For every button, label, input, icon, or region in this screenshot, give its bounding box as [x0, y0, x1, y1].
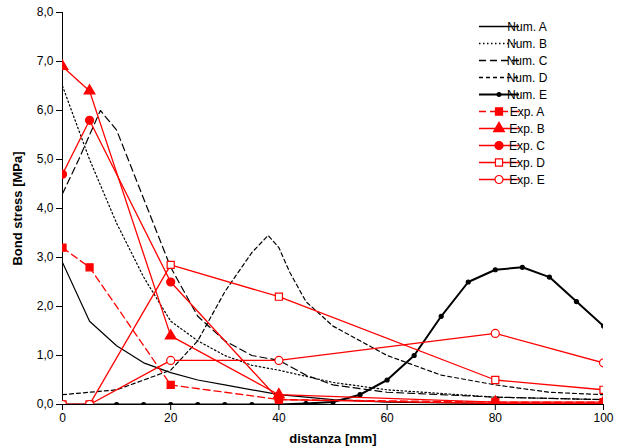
- svg-text:5,0: 5,0: [37, 152, 54, 166]
- svg-text:20: 20: [164, 411, 178, 425]
- svg-text:Num. E: Num. E: [507, 88, 547, 102]
- svg-text:0,0: 0,0: [37, 397, 54, 411]
- svg-text:8,0: 8,0: [37, 5, 54, 19]
- svg-text:Exp. C: Exp. C: [509, 139, 545, 153]
- svg-text:0: 0: [59, 411, 66, 425]
- svg-text:Num. A: Num. A: [507, 20, 546, 34]
- svg-text:distanza [mm]: distanza [mm]: [289, 431, 376, 446]
- svg-text:2,0: 2,0: [37, 299, 54, 313]
- svg-text:Bond stress [MPa]: Bond stress [MPa]: [10, 151, 25, 265]
- svg-text:Num. B: Num. B: [507, 37, 547, 51]
- svg-text:3,0: 3,0: [37, 250, 54, 264]
- svg-text:1,0: 1,0: [37, 348, 54, 362]
- svg-text:Num. C: Num. C: [507, 54, 548, 68]
- svg-text:Num. D: Num. D: [507, 71, 548, 85]
- svg-text:Exp. A: Exp. A: [510, 105, 545, 119]
- svg-text:Exp. B: Exp. B: [509, 122, 544, 136]
- svg-text:Exp. D: Exp. D: [509, 156, 545, 170]
- svg-text:6,0: 6,0: [37, 103, 54, 117]
- svg-text:80: 80: [489, 411, 503, 425]
- svg-text:7,0: 7,0: [37, 54, 54, 68]
- svg-text:4,0: 4,0: [37, 201, 54, 215]
- svg-text:60: 60: [380, 411, 394, 425]
- svg-text:100: 100: [593, 411, 613, 425]
- svg-text:Exp. E: Exp. E: [509, 173, 544, 187]
- svg-text:40: 40: [272, 411, 286, 425]
